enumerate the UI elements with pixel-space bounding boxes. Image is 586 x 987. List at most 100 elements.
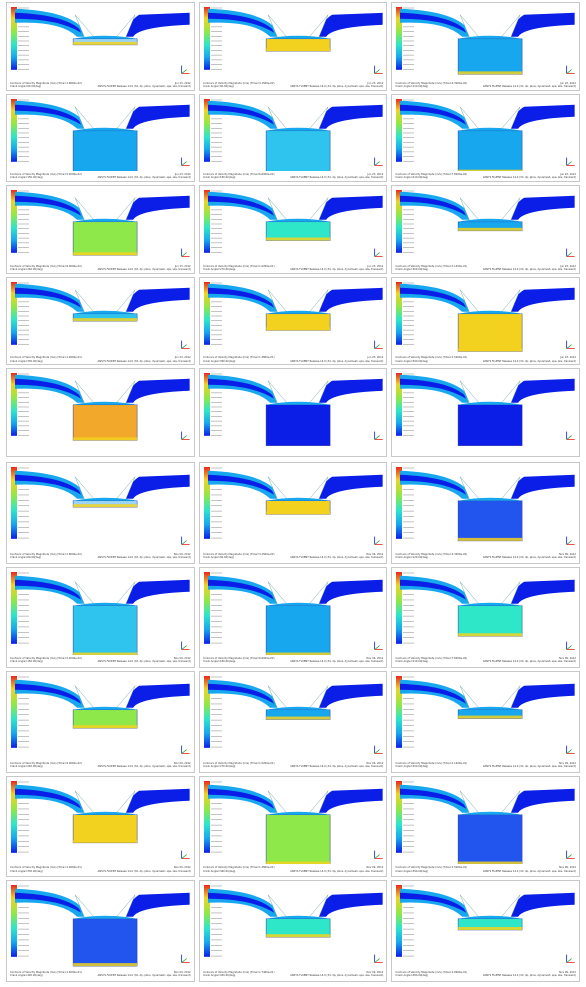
piston-surface [265, 652, 330, 656]
axis-triad [373, 65, 383, 74]
combustion-dome [73, 127, 138, 131]
panel-caption: Contours of Velocity Magnitude (m/s) (Ti… [202, 552, 275, 556]
piston-surface [458, 228, 523, 232]
panel-caption: Contours of Velocity Magnitude (m/s) (Ti… [395, 264, 468, 268]
panel-date: Jun 23, 2012 [560, 264, 576, 268]
intake-port [400, 283, 473, 312]
panel-date: Nov 09, 2012 [173, 552, 191, 556]
intake-flow-core [15, 579, 82, 600]
contour-panel-b2: Contours of Velocity Magnitude (m/s) (Ti… [198, 462, 388, 564]
axis-triad [566, 65, 575, 74]
piston-surface [458, 348, 523, 352]
contour-plot [396, 571, 575, 650]
intake-port [207, 8, 280, 37]
panel-solver-info: ANSYS FLUENT Release 14.0 (3d, dp, pbns,… [482, 974, 576, 978]
exhaust-port [315, 12, 383, 37]
exhaust-port [508, 683, 575, 708]
contour-panel-a9: Contours of Velocity Magnitude (m/s) (Ti… [391, 185, 580, 274]
panel-date: Jun 23, 2012 [560, 81, 576, 85]
exhaust-port [123, 683, 190, 708]
axis-triad [181, 431, 190, 441]
contour-plot [11, 98, 190, 172]
exhaust-port [508, 195, 575, 220]
intake-flow-core [400, 12, 467, 33]
intake-flow-core [207, 379, 274, 400]
intake-flow-core [15, 788, 82, 809]
intake-flow-core [207, 474, 274, 495]
axis-triad [181, 536, 190, 545]
contour-plot [11, 281, 190, 349]
contour-plot [396, 780, 575, 865]
exhaust-port [508, 104, 575, 129]
color-scale-bar [396, 373, 403, 437]
contour-plot [203, 6, 383, 74]
panel-solver-info: ANSYS FLUENT Release 14.0 (3d, dp, pbns,… [482, 555, 576, 559]
intake-flow-core [400, 474, 467, 495]
panel-date: Nov 09, 2012 [366, 866, 384, 870]
contour-plot [396, 885, 575, 964]
cylinder-contour [265, 404, 331, 446]
panel-caption: Contours of Velocity Magnitude (m/s) (Ti… [202, 970, 275, 974]
contour-panel-a1: Contours of Velocity Magnitude (m/s) (Ti… [6, 2, 195, 91]
axis-triad [181, 340, 190, 349]
panel-solver-info: ANSYS FLUENT Release 14.0 (3d, dp, pbns,… [482, 84, 576, 88]
color-scale-bar [203, 466, 210, 539]
piston-surface [73, 252, 138, 256]
panel-solver-info: ANSYS FLUENT Release 14.0 (3d, dp, pbns,… [290, 267, 384, 271]
color-scale-bar [203, 98, 210, 162]
piston-surface [458, 715, 523, 719]
panel-caption: Contours of Velocity Magnitude (m/s) (Ti… [395, 866, 468, 870]
cylinder-contour [458, 313, 523, 352]
contour-panel-a4: Contours of Velocity Magnitude (m/s) (Ti… [6, 93, 195, 183]
intake-flow-core [207, 683, 274, 704]
contour-panel-a10: Contours of Velocity Magnitude (m/s) (Ti… [6, 276, 195, 366]
contour-panel-b6: Contours of Velocity Magnitude (m/s) (Ti… [391, 566, 580, 669]
panel-caption: Contours of Velocity Magnitude (m/s) (Ti… [10, 81, 82, 85]
contour-plot [203, 281, 383, 349]
contour-panel-a3: Contours of Velocity Magnitude (m/s) (Ti… [391, 2, 580, 91]
panel-caption2: Crank Angle=60.00(deg) [10, 555, 42, 559]
color-scale-bar [396, 281, 403, 345]
panel-solver-info: ANSYS FLUENT Release 14.0 (3d, dp, pbns,… [97, 869, 191, 873]
intake-port [15, 191, 88, 220]
intake-flow-core [400, 893, 467, 914]
panel-caption2: Crank Angle=480.00(deg) [395, 974, 429, 978]
exhaust-port [315, 379, 383, 404]
color-scale-bar [11, 190, 18, 253]
panel-date: Jun 23, 2012 [174, 173, 191, 177]
color-scale-bar [11, 676, 18, 749]
piston-surface [265, 48, 330, 52]
panel-date: Nov 09, 2012 [366, 970, 384, 974]
combustion-dome [73, 402, 138, 406]
contour-panel-b13: Contours of Velocity Magnitude (m/s) (Ti… [6, 880, 195, 982]
piston-surface [458, 169, 523, 172]
contour-plot [203, 885, 383, 964]
intake-port [15, 679, 88, 708]
panel-caption2: Crank Angle=420.00(deg) [10, 974, 43, 978]
panel-solver-info: ANSYS FLUENT Release 14.0 (3d, dp, pbns,… [482, 359, 576, 363]
contour-panel-a7: Contours of Velocity Magnitude (m/s) (Ti… [6, 185, 195, 274]
panel-date: Jun 23, 2012 [367, 173, 384, 177]
contour-panel-a2: Contours of Velocity Magnitude (m/s) (Ti… [198, 2, 388, 91]
piston-surface [73, 437, 138, 441]
contour-panel-b7: Contours of Velocity Magnitude (m/s) (Ti… [6, 671, 195, 773]
combustion-dome [73, 497, 138, 501]
exhaust-port [123, 379, 190, 404]
intake-flow-core [207, 788, 274, 809]
intake-flow-core [400, 683, 467, 704]
combustion-dome [73, 310, 138, 314]
panel-date: Nov 09, 2012 [559, 657, 576, 661]
panel-solver-info: ANSYS FLUENT Release 14.0 (3d, dp, pbns,… [97, 267, 191, 271]
intake-flow-core [207, 893, 274, 914]
color-scale-bar [396, 98, 403, 162]
piston-surface [265, 934, 330, 938]
panel-caption2: Crank Angle=300.00(deg) [395, 267, 429, 271]
intake-port [207, 191, 280, 220]
panel-caption: Contours of Velocity Magnitude (m/s) (Ti… [202, 264, 275, 268]
cylinder-contour [265, 605, 331, 656]
panel-caption2: Crank Angle=240.00(deg) [10, 267, 43, 271]
panel-solver-info: ANSYS FLUENT Release 14.0 (3d, dp, pbns,… [290, 974, 384, 978]
contour-panel-b12: Contours of Velocity Magnitude (m/s) (Ti… [391, 775, 580, 878]
panel-solver-info: ANSYS FLUENT Release 14.0 (3d, dp, pbns,… [290, 176, 384, 180]
panel-date: Nov 09, 2012 [173, 657, 191, 661]
